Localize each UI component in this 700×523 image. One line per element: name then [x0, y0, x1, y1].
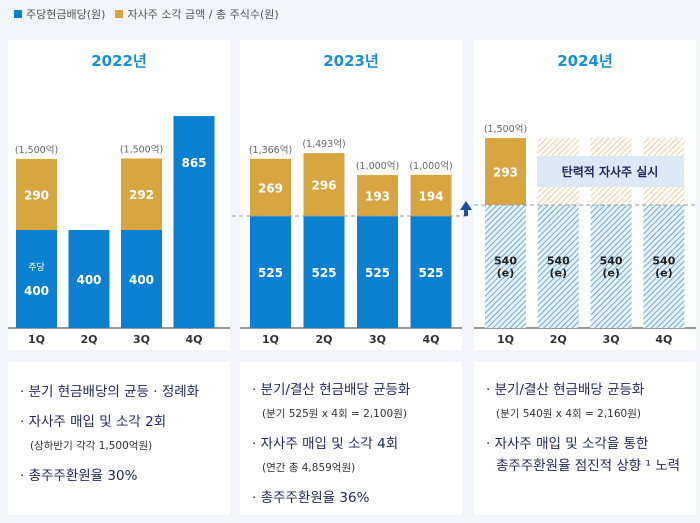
bar-dividend — [485, 204, 526, 328]
bar-dividend — [173, 116, 215, 328]
legend-item-dividend: 주당현금배당(원) — [14, 6, 105, 22]
bar-label-dividend: 525 — [418, 266, 443, 280]
bar-inner-label: 주당 — [28, 262, 45, 273]
note-line: (분기 525원 x 4회 = 2,100원) — [262, 408, 407, 420]
legend: 주당현금배당(원) 자사주 소각 금액 / 총 주식수(원) — [14, 6, 279, 22]
x-tick-label: 2Q — [550, 333, 567, 346]
total-label: (1,500억) — [15, 144, 58, 156]
bar-label-buyback: 290 — [24, 188, 49, 202]
x-tick-label: 4Q — [422, 333, 439, 346]
bar-dividend — [68, 230, 110, 328]
bar-dividend — [121, 230, 162, 328]
annotation-text: 탄력적 자사주 실시 — [562, 164, 659, 179]
bar-label-dividend: (e) — [497, 266, 515, 279]
bar-buyback — [485, 138, 526, 205]
legend-item-buyback: 자사주 소각 금액 / 총 주식수(원) — [115, 6, 279, 22]
bar-dividend — [357, 216, 398, 328]
total-label: (1,500억) — [484, 123, 527, 135]
bar-label-dividend: 540 — [494, 254, 517, 267]
bar-label-buyback: 269 — [258, 182, 283, 196]
x-tick-label: 1Q — [28, 333, 45, 346]
x-tick-label: 2Q — [315, 333, 332, 346]
bar-label-buyback: 296 — [311, 179, 336, 193]
bar-label-dividend: (e) — [655, 266, 673, 279]
note-line: · 자사주 매입 및 소각을 통한 — [486, 436, 649, 452]
note-line: · 분기 현금배당의 균등 · 정례화 — [20, 384, 200, 400]
bar-label-buyback: 293 — [493, 165, 518, 179]
bar-label-dividend: 400 — [76, 273, 101, 287]
annotation-box — [537, 156, 684, 187]
total-label: (1,500억) — [120, 143, 163, 155]
year-title: 2024년 — [557, 52, 613, 70]
bar-label-dividend: 865 — [181, 156, 206, 170]
notes-2022: · 분기 현금배당의 균등 · 정례화 · 자사주 매입 및 소각 2회 (상하반기… — [8, 362, 230, 515]
year-title: 2022년 — [91, 52, 147, 70]
bar-dividend — [250, 216, 291, 328]
notes-2024: · 분기/결산 현금배당 균등화 (분기 540원 x 4회 = 2,160원) ·… — [474, 362, 696, 515]
bar-dividend — [643, 204, 685, 328]
bar-label-dividend: (e) — [550, 266, 568, 279]
bar-label-dividend: 540 — [600, 254, 623, 267]
x-tick-label: 3Q — [133, 333, 150, 346]
note-line: (분기 540원 x 4회 = 2,160원) — [496, 408, 641, 420]
x-tick-label: 3Q — [603, 333, 620, 346]
bar-label-dividend: 525 — [365, 266, 390, 280]
bar-buyback — [410, 174, 452, 217]
bar-label-dividend: (e) — [602, 266, 620, 279]
x-tick-label: 2Q — [80, 333, 97, 346]
bar-dividend — [410, 216, 452, 328]
bar-label-dividend: 400 — [129, 273, 154, 287]
note-line: · 자사주 매입 및 소각 2회 — [20, 414, 167, 430]
x-tick-label: 1Q — [497, 333, 514, 346]
x-tick-label: 1Q — [262, 333, 279, 346]
note-line: (연간 총 4,859억원) — [262, 462, 356, 474]
bar-buyback — [121, 158, 162, 230]
note-line: · 분기/결산 현금배당 균등화 — [252, 382, 411, 398]
note-line: · 자사주 매입 및 소각 4회 — [252, 436, 399, 452]
bar-buyback — [16, 158, 57, 230]
bar-label-buyback: 292 — [129, 188, 154, 202]
bar-label-dividend: 400 — [24, 284, 49, 298]
x-tick-label: 4Q — [185, 333, 202, 346]
x-tick-label: 4Q — [655, 333, 672, 346]
notes-2023: · 분기/결산 현금배당 균등화 (분기 525원 x 4회 = 2,100원) ·… — [240, 362, 462, 515]
bar-label-buyback: 193 — [365, 190, 390, 204]
total-label: (1,000억) — [356, 160, 399, 172]
bar-dividend — [16, 230, 57, 328]
note-line: (상하반기 각각 1,500억원) — [30, 440, 153, 452]
year-title: 2023년 — [323, 52, 379, 70]
bar-dividend — [303, 216, 345, 328]
total-label: (1,493억) — [302, 138, 345, 150]
up-arrow-icon — [460, 201, 472, 216]
note-line: · 총주주환원율 30% — [20, 468, 138, 484]
bar-label-dividend: 525 — [311, 266, 336, 280]
bar-dividend — [537, 204, 579, 328]
bar-buyback — [303, 153, 345, 217]
bar-dividend — [590, 204, 632, 328]
x-tick-label: 3Q — [369, 333, 386, 346]
bar-label-dividend: 540 — [547, 254, 570, 267]
bar-label-dividend: 540 — [652, 254, 675, 267]
bar-label-buyback: 194 — [418, 190, 443, 204]
note-line: · 분기/결산 현금배당 균등화 — [486, 382, 645, 398]
total-label: (1,000억) — [409, 160, 452, 172]
total-label: (1,366억) — [249, 144, 292, 156]
bar-buyback — [250, 158, 291, 217]
note-line: · 총주주환원율 36% — [252, 490, 370, 506]
bar-label-dividend: 525 — [258, 266, 283, 280]
bar-buyback — [357, 175, 398, 217]
note-line: 총주주환원율 점진적 상향 ¹ 노력 — [496, 458, 681, 474]
